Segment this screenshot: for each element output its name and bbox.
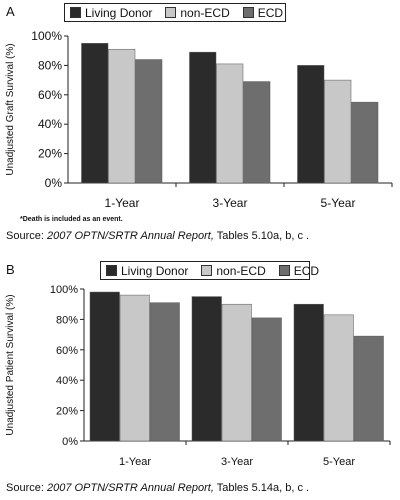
bar-non-ecd-1-year <box>119 294 150 442</box>
y-tick-label: 0% <box>45 176 63 190</box>
legend-a: Living Donor non-ECD ECD <box>64 3 286 22</box>
y-tick-label: 0% <box>62 436 78 448</box>
y-tick-label: 100% <box>50 284 78 296</box>
y-tick-label: 80% <box>38 58 62 72</box>
y-tick-label: 40% <box>56 375 78 387</box>
y-tick-label: 60% <box>38 88 62 102</box>
legend-item-living-donor: Living Donor <box>65 6 152 20</box>
legend-swatch-living-donor <box>70 7 81 18</box>
bar-living-donor-1-year <box>89 291 120 442</box>
source-a: Source: 2007 OPTN/SRTR Annual Report, Ta… <box>6 230 309 242</box>
source-a-report: 2007 OPTN/SRTR Annual Report, <box>46 230 214 242</box>
bar-living-donor-3-year <box>191 296 222 442</box>
legend-label-non-ecd: non-ECD <box>216 263 266 278</box>
y-tick-label: 60% <box>56 345 78 357</box>
y-tick-label: 100% <box>31 29 62 43</box>
y-tick-label: 20% <box>56 406 78 418</box>
chart-a: 0% 20% 40% 60% 80% 100% Unadjusted Graft Survi… <box>5 29 393 210</box>
y-tick-label: 20% <box>38 147 62 161</box>
y-tick-label: 40% <box>38 117 62 131</box>
legend-label-living-donor: Living Donor <box>85 5 153 20</box>
source-b-prefix: Source: <box>6 482 47 494</box>
bar-ecd-3-year <box>243 81 271 184</box>
bar-ecd-3-year <box>251 317 282 442</box>
legend-b: Living Donor non-ECD ECD <box>100 261 319 280</box>
legend-label-ecd: ECD <box>257 5 284 20</box>
bar-living-donor-1-year <box>81 43 109 184</box>
legend-swatch-non-ecd <box>201 265 213 276</box>
legend-label-ecd: ECD <box>293 263 320 278</box>
bar-non-ecd-5-year <box>323 314 354 442</box>
panel-a-letter: A <box>6 4 15 19</box>
bar-non-ecd-3-year <box>221 303 252 442</box>
y-tick-label: 80% <box>56 314 78 326</box>
source-b-tables: Tables 5.14a, b, c . <box>213 482 310 494</box>
x-tick-label: 1-Year <box>119 456 151 468</box>
legend-item-non-ecd: non-ECD <box>160 5 230 20</box>
bar-non-ecd-3-year <box>216 63 244 184</box>
legend-swatch-ecd <box>278 265 290 276</box>
bar-living-donor-5-year <box>293 303 324 442</box>
x-tick-label: 5-Year <box>323 456 355 468</box>
bar-non-ecd-5-year <box>324 79 352 184</box>
legend-label-living-donor: Living Donor <box>121 263 189 278</box>
legend-item-ecd: ECD <box>238 6 283 20</box>
bar-ecd-1-year <box>135 59 163 184</box>
bar-living-donor-3-year <box>189 51 217 184</box>
legend-item-living-donor: Living Donor <box>101 264 188 278</box>
source-a-prefix: Source: <box>6 230 47 242</box>
legend-swatch-living-donor <box>106 265 117 276</box>
legend-item-ecd: ECD <box>274 264 319 278</box>
legend-item-non-ecd: non-ECD <box>196 263 266 278</box>
x-tick-label: 5-Year <box>321 196 356 210</box>
bar-ecd-5-year <box>351 101 379 184</box>
bar-ecd-5-year <box>353 335 384 442</box>
chart-b: 0% 20% 40% 60% 80% 100% Unadjusted Patient Sur… <box>5 284 391 468</box>
footnote-a: *Death is included as an event. <box>20 216 123 223</box>
panel-b-letter: B <box>6 262 15 277</box>
y-axis-label: Unadjusted Graft Survival (%) <box>5 43 16 175</box>
source-b-report: 2007 OPTN/SRTR Annual Report, <box>46 482 214 494</box>
bar-ecd-1-year <box>149 302 180 442</box>
y-axis-label: Unadjusted Patient Survival (%) <box>5 294 16 435</box>
x-tick-label: 1-Year <box>105 196 140 210</box>
bar-living-donor-5-year <box>297 65 325 184</box>
x-tick-label: 3-Year <box>221 456 253 468</box>
source-b: Source: 2007 OPTN/SRTR Annual Report, Ta… <box>6 482 309 494</box>
x-tick-label: 3-Year <box>213 196 248 210</box>
legend-swatch-non-ecd <box>165 7 177 18</box>
legend-swatch-ecd <box>242 7 254 18</box>
bar-non-ecd-1-year <box>108 48 136 184</box>
source-a-tables: Tables 5.10a, b, c . <box>213 230 310 242</box>
legend-label-non-ecd: non-ECD <box>180 5 230 20</box>
